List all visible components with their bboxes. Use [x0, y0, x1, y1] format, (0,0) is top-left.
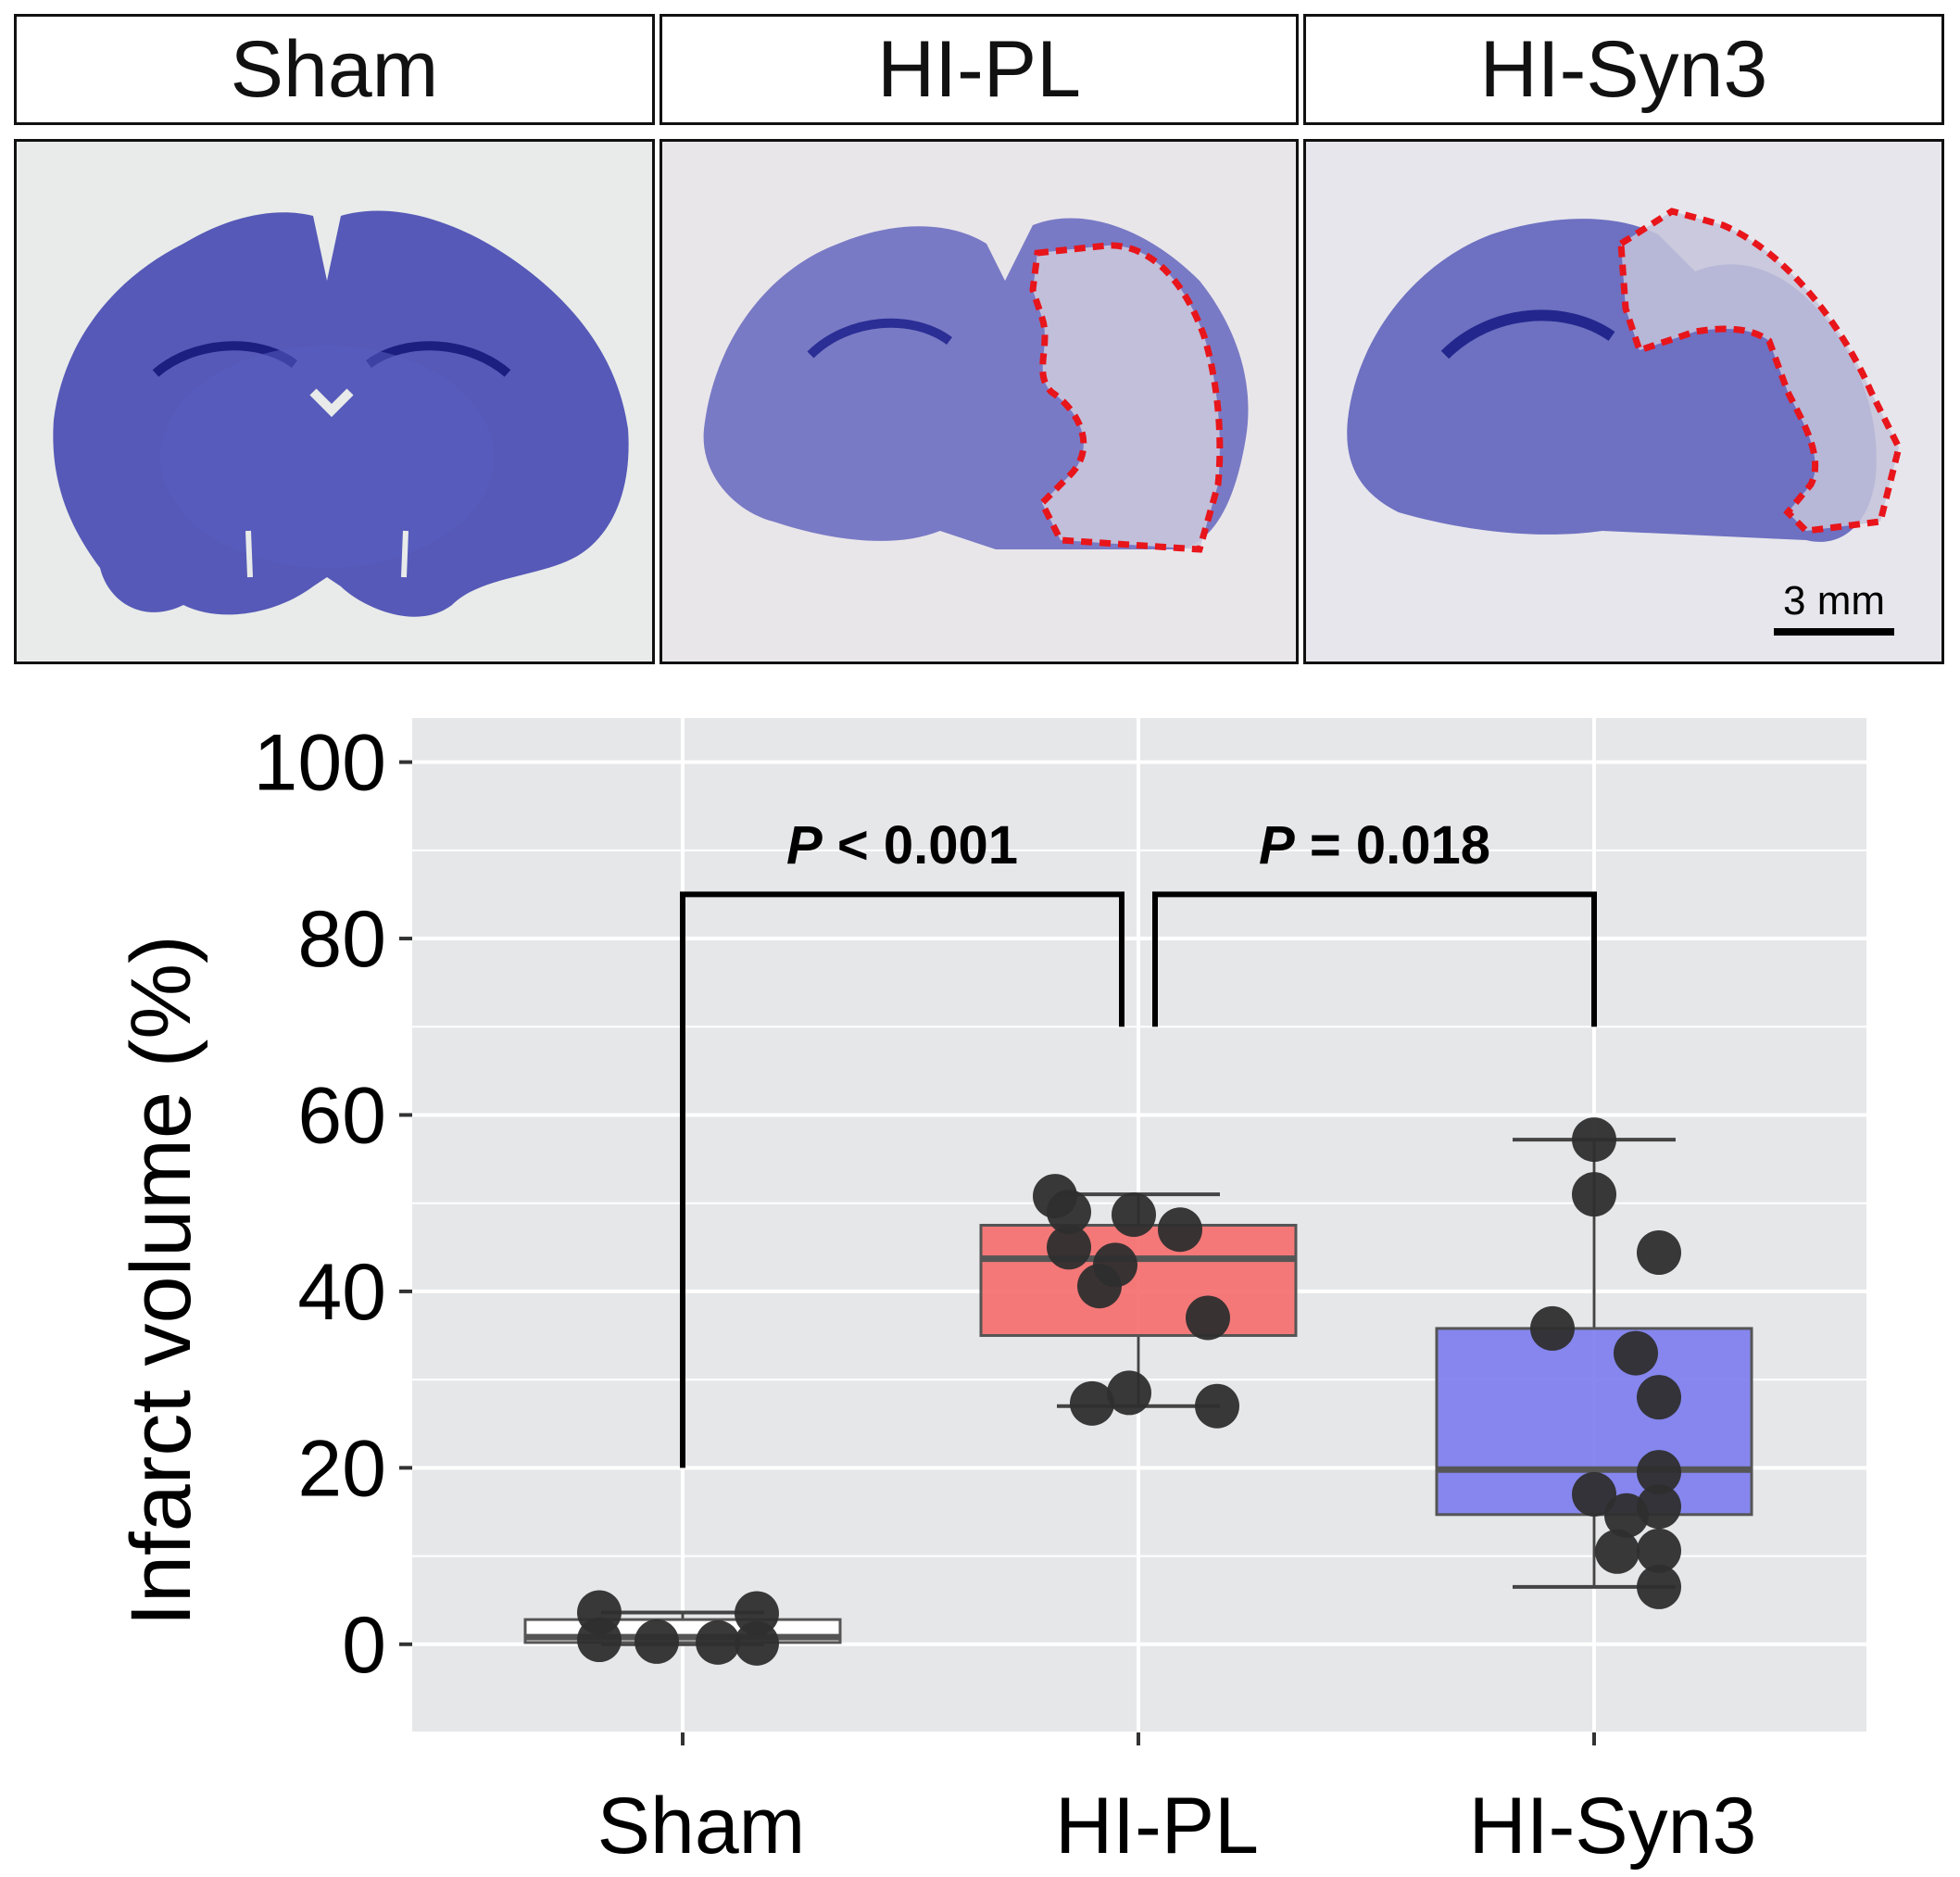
- infarct-volume-chart: P < 0.001 P = 0.018 0 20 40 60 80 100 Sham HI-PL…: [114, 718, 1866, 1871]
- data-point: [735, 1620, 779, 1666]
- micrograph-sham: [14, 139, 655, 664]
- data-point: [1637, 1564, 1681, 1609]
- scale-bar-label: 3 mm: [1783, 578, 1885, 624]
- box-hi-syn3: [1435, 1117, 1753, 1609]
- panel-header-sham: Sham: [14, 14, 655, 125]
- data-point: [1604, 1493, 1649, 1538]
- bracket-line: [680, 891, 1124, 1468]
- data-point: [1077, 1264, 1122, 1309]
- y-tick-label: 40: [297, 1248, 386, 1337]
- scale-bar: [1774, 628, 1894, 636]
- data-point: [1186, 1295, 1230, 1341]
- box-sham: [523, 1590, 842, 1666]
- data-point: [634, 1619, 679, 1664]
- micrograph-hi-pl: [660, 139, 1299, 664]
- data-point: [1572, 1117, 1616, 1163]
- bracket-line: [1152, 891, 1597, 1027]
- micrograph-hi-syn3: 3 mm: [1303, 139, 1944, 664]
- data-point: [577, 1618, 622, 1663]
- data-point: [1112, 1192, 1156, 1238]
- y-tick-label: 20: [297, 1424, 386, 1513]
- box-iqr: [979, 1224, 1298, 1338]
- data-point: [1158, 1207, 1202, 1253]
- x-tick-label: Sham: [597, 1782, 806, 1871]
- significance-bracket-1: P < 0.001: [680, 815, 1124, 1468]
- data-point: [1070, 1380, 1114, 1426]
- data-point: [1572, 1172, 1616, 1217]
- data-point: [1047, 1190, 1091, 1235]
- data-point: [696, 1619, 740, 1665]
- data-point: [1637, 1450, 1681, 1495]
- data-point: [1195, 1383, 1239, 1429]
- x-tick-label: HI-PL: [1055, 1782, 1259, 1871]
- p-value-label: P = 0.018: [1259, 815, 1490, 876]
- data-point: [1637, 1230, 1681, 1276]
- y-tick-label: 80: [297, 895, 386, 984]
- y-axis-label: Infarct volume (%): [114, 935, 208, 1626]
- x-tick-label: HI-Syn3: [1469, 1782, 1757, 1871]
- box-hi-pl: [979, 1174, 1298, 1429]
- data-point: [1595, 1529, 1640, 1574]
- significance-bracket-2: P = 0.018: [1152, 815, 1597, 1027]
- data-point: [1530, 1305, 1575, 1351]
- panel-header-hi-pl: HI-PL: [660, 14, 1299, 125]
- data-point: [1637, 1528, 1681, 1573]
- data-point: [1637, 1375, 1681, 1420]
- y-tick-label: 100: [254, 719, 387, 808]
- data-point: [1107, 1370, 1151, 1416]
- data-point: [1572, 1471, 1616, 1517]
- y-tick-label: 60: [297, 1071, 386, 1160]
- data-point: [1614, 1330, 1658, 1376]
- panel-header-hi-syn3: HI-Syn3: [1303, 14, 1944, 125]
- p-value-label: P < 0.001: [786, 815, 1018, 876]
- y-tick-label: 0: [342, 1601, 386, 1690]
- data-point: [1047, 1225, 1091, 1270]
